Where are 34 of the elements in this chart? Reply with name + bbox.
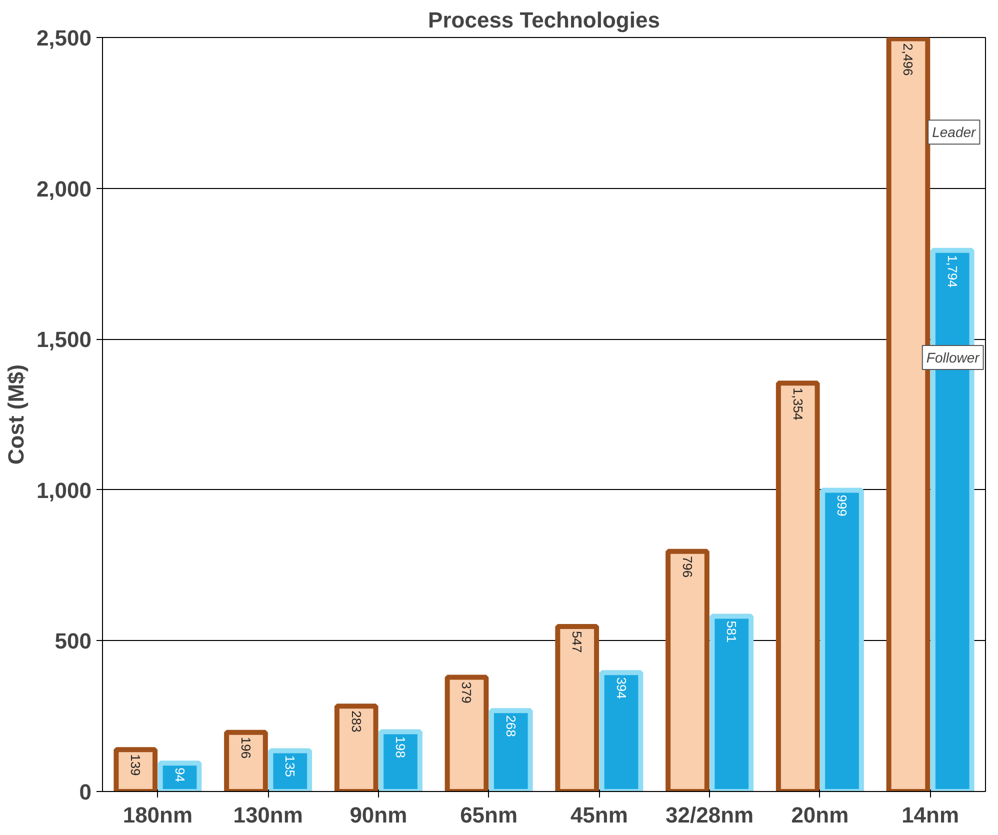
x-tick-label: 90nm: [350, 802, 408, 828]
data-label: 94: [172, 768, 188, 782]
chart-title: Process Technologies: [428, 8, 660, 32]
y-axis-title: Cost (M$): [3, 364, 28, 465]
data-label: 1,354: [790, 388, 806, 420]
series-label: Leader: [932, 124, 978, 140]
data-label: 999: [834, 494, 850, 516]
data-label: 198: [393, 736, 408, 758]
x-tick-label: 180nm: [122, 802, 193, 828]
y-tick-label: 500: [54, 628, 92, 654]
data-label: 196: [238, 736, 254, 759]
series-label: Follower: [926, 349, 981, 366]
y-tick-label: 1,000: [36, 478, 92, 503]
data-label: 135: [282, 755, 298, 778]
x-tick-label: 20nm: [791, 802, 849, 828]
data-label: 268: [503, 715, 518, 737]
data-label: 796: [680, 556, 695, 578]
data-label: 379: [459, 682, 474, 704]
x-tick-label: 65nm: [460, 802, 518, 828]
data-label: 2,496: [900, 43, 916, 76]
data-label: 394: [614, 677, 629, 699]
x-tick-label: 14nm: [902, 802, 960, 828]
x-tick-label: 130nm: [233, 802, 303, 828]
data-label: 139: [128, 754, 144, 776]
y-tick-label: 1,500: [36, 327, 92, 352]
data-label: 1,794: [944, 254, 960, 288]
x-tick-label: 45nm: [570, 802, 628, 828]
data-label: 581: [724, 620, 740, 642]
y-tick-label: 2,500: [36, 26, 92, 50]
y-tick-label: 2,000: [36, 176, 92, 202]
x-tick-label: 32/28nm: [666, 802, 754, 828]
data-label: 283: [348, 710, 364, 732]
data-label: 547: [570, 631, 585, 653]
y-tick-label: 0: [79, 780, 92, 804]
